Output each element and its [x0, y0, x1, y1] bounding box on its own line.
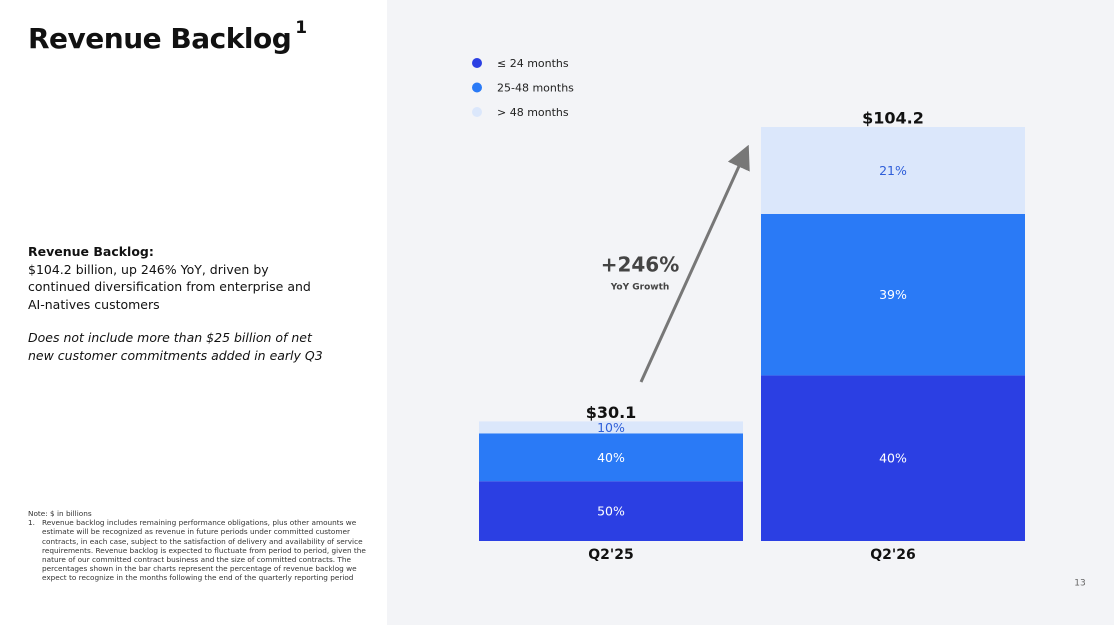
total-label: $104.2 — [862, 109, 924, 128]
summary: Revenue Backlog: $104.2 billion, up 246%… — [28, 243, 328, 364]
left-panel: Revenue Backlog 1 Revenue Backlog: $104.2… — [0, 0, 387, 625]
growth-arrow — [639, 144, 750, 383]
legend-label: 25-48 months — [497, 82, 574, 95]
bar-segment — [479, 433, 743, 482]
page-number: 13 — [1074, 579, 1085, 589]
segment-label: 39% — [879, 287, 907, 302]
segment-label: 50% — [597, 504, 625, 519]
bar-segment — [761, 213, 1025, 376]
legend-label: > 48 months — [497, 106, 569, 119]
title-superscript: 1 — [295, 18, 307, 38]
growth-annotation: +246% — [601, 253, 680, 277]
footnote: Revenue backlog includes remaining perfo… — [42, 518, 366, 583]
note: Note: $ in billions — [28, 509, 92, 518]
legend-swatch — [472, 82, 482, 93]
legend-swatch — [472, 58, 482, 68]
summary-heading: Revenue Backlog: — [28, 244, 154, 259]
legend-label: ≤ 24 months — [497, 57, 569, 70]
notes: Note: $ in billions 1. Revenue backlog in… — [28, 509, 373, 583]
slide-title: Revenue Backlog 1 — [28, 18, 307, 55]
summary-note: Does not include more than $25 billion o… — [28, 330, 323, 363]
bar-segment — [479, 481, 743, 541]
bar-segment — [479, 421, 743, 434]
bar-segment — [761, 375, 1025, 541]
title-text: Revenue Backlog — [28, 22, 292, 55]
segment-label: 40% — [597, 450, 625, 465]
segment-label: 40% — [879, 451, 907, 466]
summary-body: $104.2 billion, up 246% YoY, driven by c… — [28, 261, 311, 312]
footnote-number: 1. — [28, 518, 35, 528]
category-label: Q2'25 — [588, 547, 633, 563]
bar-segment — [761, 127, 1025, 214]
segment-label: 10% — [597, 420, 625, 435]
footnote-row: 1. Revenue backlog includes remaining per… — [28, 518, 373, 582]
total-label: $30.1 — [586, 403, 637, 422]
category-label: Q2'26 — [870, 547, 915, 563]
legend-swatch — [472, 107, 482, 117]
segment-label: 21% — [879, 163, 907, 178]
growth-subtitle: YoY Growth — [610, 283, 670, 293]
